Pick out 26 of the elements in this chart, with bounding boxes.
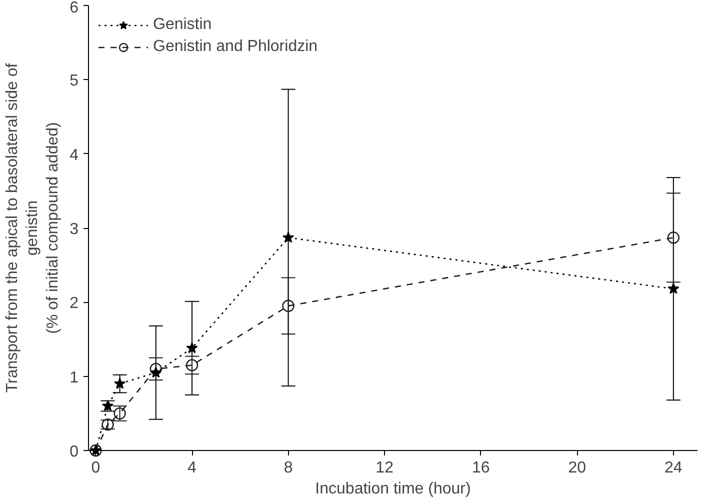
point xyxy=(668,282,680,294)
y-tick-label: 5 xyxy=(70,72,79,90)
x-tick-label: 0 xyxy=(91,460,100,476)
y-tick-label: 1 xyxy=(70,369,79,386)
x-tick-label: 8 xyxy=(284,460,293,476)
x-tick-label: 4 xyxy=(188,460,197,476)
legend-label: Genistin and Phloridzin xyxy=(153,38,318,56)
point xyxy=(150,362,162,376)
x-tick-label: 16 xyxy=(472,460,490,476)
x-axis-title: Incubation time (hour) xyxy=(315,480,471,498)
y-tick-label: 2 xyxy=(70,295,79,312)
point xyxy=(186,342,198,354)
point xyxy=(282,300,294,312)
point xyxy=(186,359,198,372)
point xyxy=(667,232,680,244)
point xyxy=(282,232,294,243)
x-tick-label: 24 xyxy=(664,460,682,476)
legend-label: Genistin xyxy=(153,16,212,34)
y-tick-label: 0 xyxy=(70,444,79,460)
x-tick-label: 20 xyxy=(568,460,586,476)
y-tick-label: 6 xyxy=(70,0,79,16)
y-axis-title: Transport from the apical to basolateral side of genistin (% of initial compound added) xyxy=(4,62,62,393)
y-tick-label: 3 xyxy=(70,221,79,238)
x-tick-label: 12 xyxy=(376,460,394,476)
point xyxy=(114,378,126,389)
y-tick-label: 4 xyxy=(70,146,79,164)
